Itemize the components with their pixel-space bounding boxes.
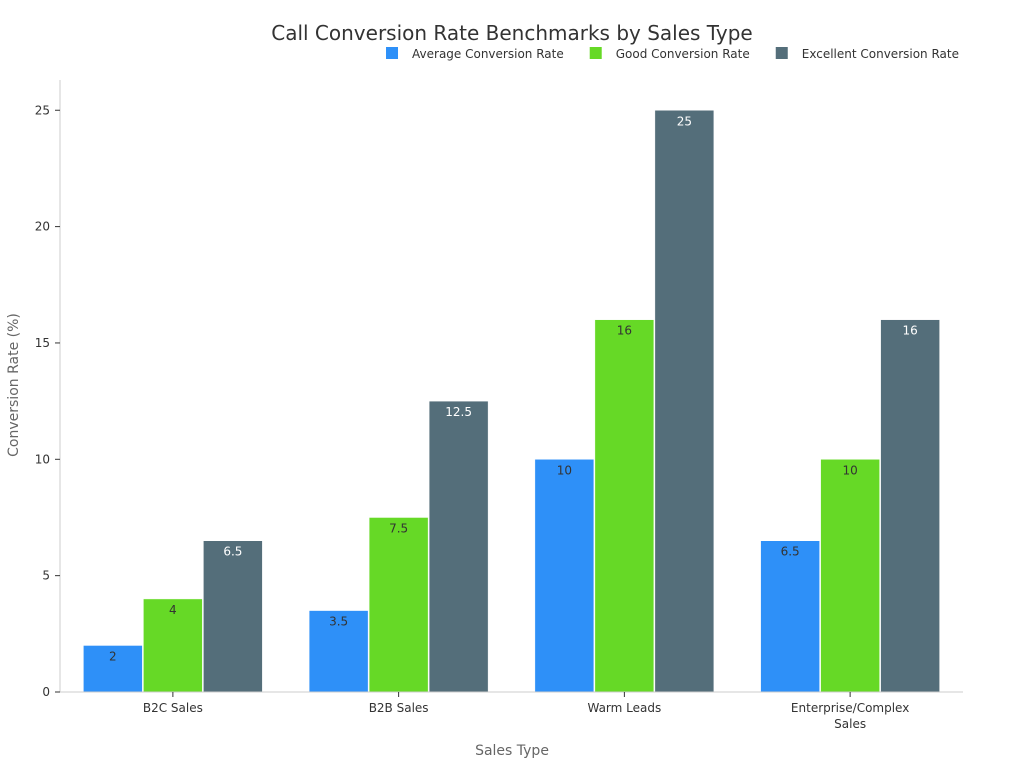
bar (534, 459, 595, 693)
x-tick-label: B2B Sales (369, 701, 429, 715)
bar-value-label: 7.5 (389, 521, 408, 535)
y-tick-label: 15 (35, 336, 50, 350)
bar-value-label: 6.5 (223, 545, 242, 559)
bar-value-label: 16 (617, 324, 632, 338)
y-tick-label: 20 (35, 220, 50, 234)
x-tick-label: Enterprise/Complex Sales (791, 701, 909, 731)
bar-value-label: 16 (902, 324, 917, 338)
bar-value-label: 4 (169, 603, 177, 617)
y-ticks: 0 5 10 15 20 25 (35, 103, 60, 699)
bar (428, 400, 489, 693)
bar (760, 540, 820, 693)
bar-labels: 2 4 6.5 3.5 7.5 12.5 10 16 25 6.5 10 16 (109, 114, 918, 663)
legend-item: Average Conversion Rate (386, 47, 564, 61)
bar-value-label: 25 (677, 114, 692, 128)
bar (654, 110, 715, 693)
legend-swatch (589, 47, 602, 59)
bar (880, 319, 940, 693)
y-axis-title: Conversion Rate (%) (6, 313, 22, 457)
bar-value-label: 3.5 (329, 615, 348, 629)
x-tick-label: Warm Leads (587, 701, 661, 715)
y-tick-label: 25 (35, 103, 50, 117)
legend-label: Good Conversion Rate (616, 47, 750, 61)
bar (368, 517, 429, 693)
legend: Average Conversion Rate Good Conversion R… (386, 47, 959, 61)
x-tick-label: B2C Sales (143, 701, 203, 715)
bar-value-label: 6.5 (781, 545, 800, 559)
legend-swatch (775, 47, 788, 59)
bar (203, 540, 263, 693)
bar (594, 319, 655, 693)
bar (820, 459, 880, 693)
bar-value-label: 10 (557, 463, 572, 477)
y-tick-label: 5 (42, 569, 50, 583)
bar (83, 645, 143, 693)
chart-title: Call Conversion Rate Benchmarks by Sales… (271, 21, 753, 45)
bar (143, 598, 203, 693)
legend-label: Average Conversion Rate (412, 47, 564, 61)
bar-value-label: 10 (842, 463, 857, 477)
x-ticks: B2C Sales B2B Sales Warm Leads Enterprise/C… (143, 692, 909, 731)
y-tick-label: 10 (35, 452, 50, 466)
bar (308, 610, 369, 693)
legend-item: Excellent Conversion Rate (775, 47, 959, 61)
legend-swatch (386, 47, 399, 59)
bar-value-label: 12.5 (445, 405, 472, 419)
legend-item: Good Conversion Rate (589, 47, 750, 61)
bar-value-label: 2 (109, 649, 117, 663)
y-tick-label: 0 (42, 685, 50, 699)
bars (83, 110, 940, 693)
legend-label: Excellent Conversion Rate (802, 47, 959, 61)
x-axis-title: Sales Type (475, 743, 549, 759)
